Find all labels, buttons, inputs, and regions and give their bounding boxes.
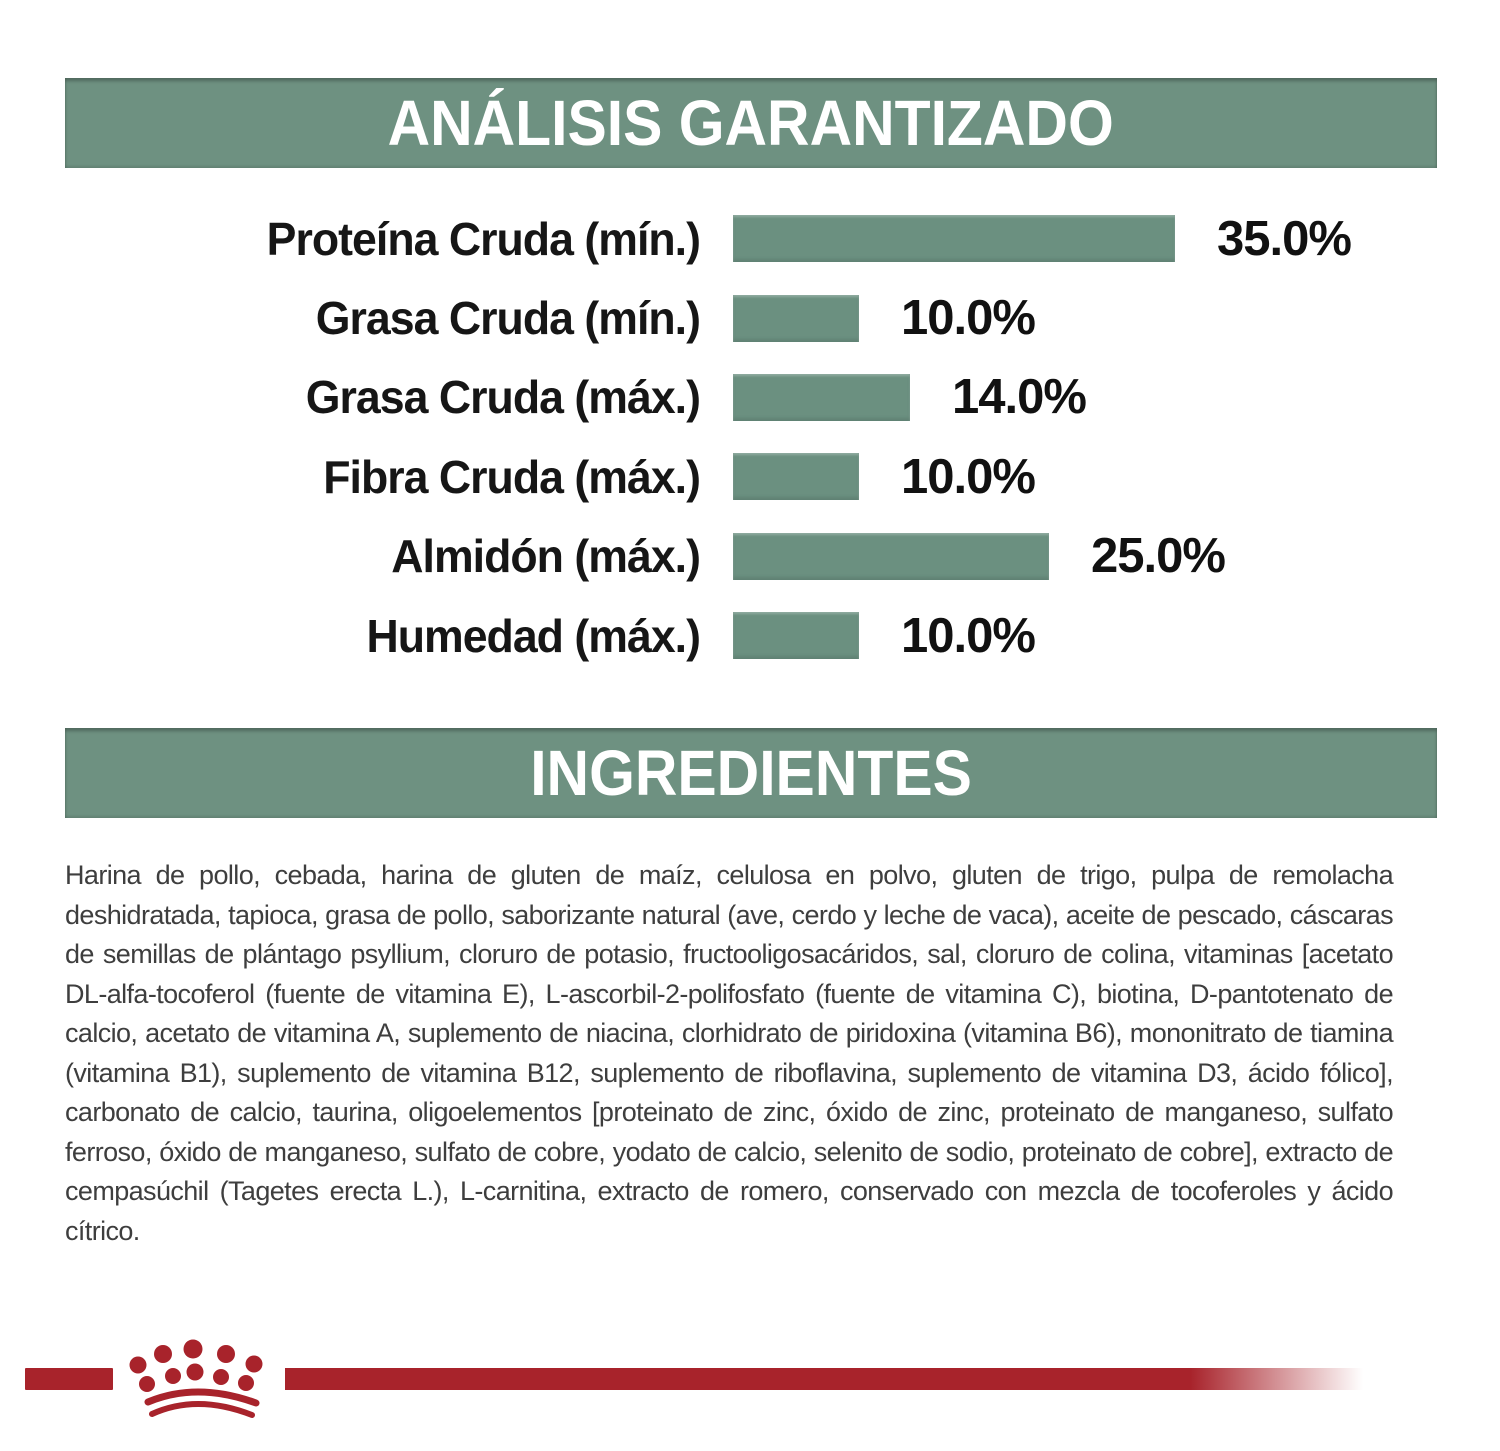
chart-row-label: Grasa Cruda (máx.) — [305, 371, 701, 424]
chart-bar — [733, 612, 859, 660]
chart-row: Fibra Cruda (máx.) 10.0% — [65, 437, 1437, 516]
brand-band-right-segment — [285, 1368, 1363, 1390]
chart-row: Humedad (máx.) 10.0% — [65, 596, 1437, 675]
footer-brand-band — [0, 1330, 1500, 1451]
chart-row-label: Humedad (máx.) — [366, 609, 701, 662]
chart-row-value: 10.0% — [901, 291, 1036, 346]
chart-bar — [733, 215, 1175, 263]
chart-row-value: 25.0% — [1091, 529, 1226, 584]
chart-bar — [733, 294, 859, 342]
analysis-section-title: ANÁLISIS GARANTIZADO — [387, 87, 1115, 159]
guaranteed-analysis-bar-chart: Proteína Cruda (mín.) 35.0% Grasa Cruda … — [65, 199, 1437, 675]
ingredients-section-header: INGREDIENTES — [65, 728, 1437, 818]
chart-row-label: Almidón (máx.) — [391, 530, 701, 583]
ingredients-section-title: INGREDIENTES — [530, 737, 972, 809]
brand-band-left-segment — [25, 1368, 113, 1390]
analysis-section-header: ANÁLISIS GARANTIZADO — [65, 78, 1437, 168]
chart-row: Grasa Cruda (máx.) 14.0% — [65, 358, 1437, 437]
chart-row-label: Grasa Cruda (mín.) — [315, 292, 701, 345]
chart-row-value: 35.0% — [1217, 211, 1352, 266]
royal-canin-crown-icon — [129, 1339, 263, 1418]
chart-row-label: Fibra Cruda (máx.) — [323, 450, 701, 503]
chart-row: Grasa Cruda (mín.) 10.0% — [65, 278, 1437, 357]
chart-row-value: 10.0% — [901, 449, 1036, 504]
chart-bar — [733, 453, 859, 501]
ingredients-paragraph: Harina de pollo, cebada, harina de glute… — [65, 860, 1394, 1246]
chart-row: Almidón (máx.) 25.0% — [65, 517, 1437, 596]
chart-row: Proteína Cruda (mín.) 35.0% — [65, 199, 1437, 278]
chart-row-label: Proteína Cruda (mín.) — [266, 212, 701, 265]
chart-bar — [733, 373, 910, 421]
chart-bar — [733, 532, 1049, 580]
chart-row-value: 14.0% — [952, 370, 1087, 425]
chart-row-value: 10.0% — [901, 608, 1036, 663]
